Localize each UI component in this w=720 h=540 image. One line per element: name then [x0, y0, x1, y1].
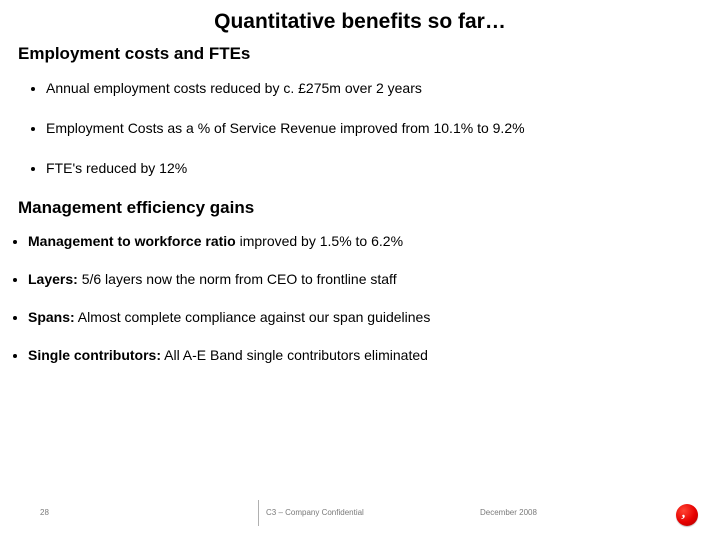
slide: Quantitative benefits so far… Employment…	[0, 0, 720, 540]
page-number: 28	[40, 508, 49, 517]
section-heading-employment: Employment costs and FTEs	[0, 34, 720, 68]
slide-footer: 28 C3 – Company Confidential December 20…	[0, 500, 720, 528]
logo-glyph: ,	[681, 505, 687, 522]
bullet-list-management: Management to workforce ratio improved b…	[0, 222, 720, 374]
bullet-lead: Single contributors:	[28, 347, 161, 363]
bullet-lead: Spans:	[28, 309, 75, 325]
slide-title: Quantitative benefits so far…	[0, 0, 720, 34]
confidentiality-label: C3 – Company Confidential	[266, 508, 364, 517]
list-item: Layers: 5/6 layers now the norm from CEO…	[28, 260, 720, 298]
bullet-rest: 5/6 layers now the norm from CEO to fron…	[78, 271, 397, 287]
list-item: FTE's reduced by 12%	[46, 148, 720, 188]
vodafone-logo-icon: ,	[676, 504, 698, 526]
section-heading-management: Management efficiency gains	[0, 188, 720, 222]
bullet-lead: Layers:	[28, 271, 78, 287]
footer-divider	[258, 500, 259, 526]
bullet-lead: Management to workforce ratio	[28, 233, 236, 249]
footer-date: December 2008	[480, 508, 537, 517]
bullet-rest: improved by 1.5% to 6.2%	[236, 233, 403, 249]
list-item: Management to workforce ratio improved b…	[28, 222, 720, 260]
list-item: Employment Costs as a % of Service Reven…	[46, 108, 720, 148]
bullet-rest: Almost complete compliance against our s…	[75, 309, 431, 325]
bullet-rest: All A-E Band single contributors elimina…	[161, 347, 428, 363]
list-item: Spans: Almost complete compliance agains…	[28, 298, 720, 336]
list-item: Annual employment costs reduced by c. £2…	[46, 68, 720, 108]
bullet-list-employment: Annual employment costs reduced by c. £2…	[0, 68, 720, 188]
logo-disc: ,	[676, 504, 698, 526]
list-item: Single contributors: All A-E Band single…	[28, 336, 720, 374]
